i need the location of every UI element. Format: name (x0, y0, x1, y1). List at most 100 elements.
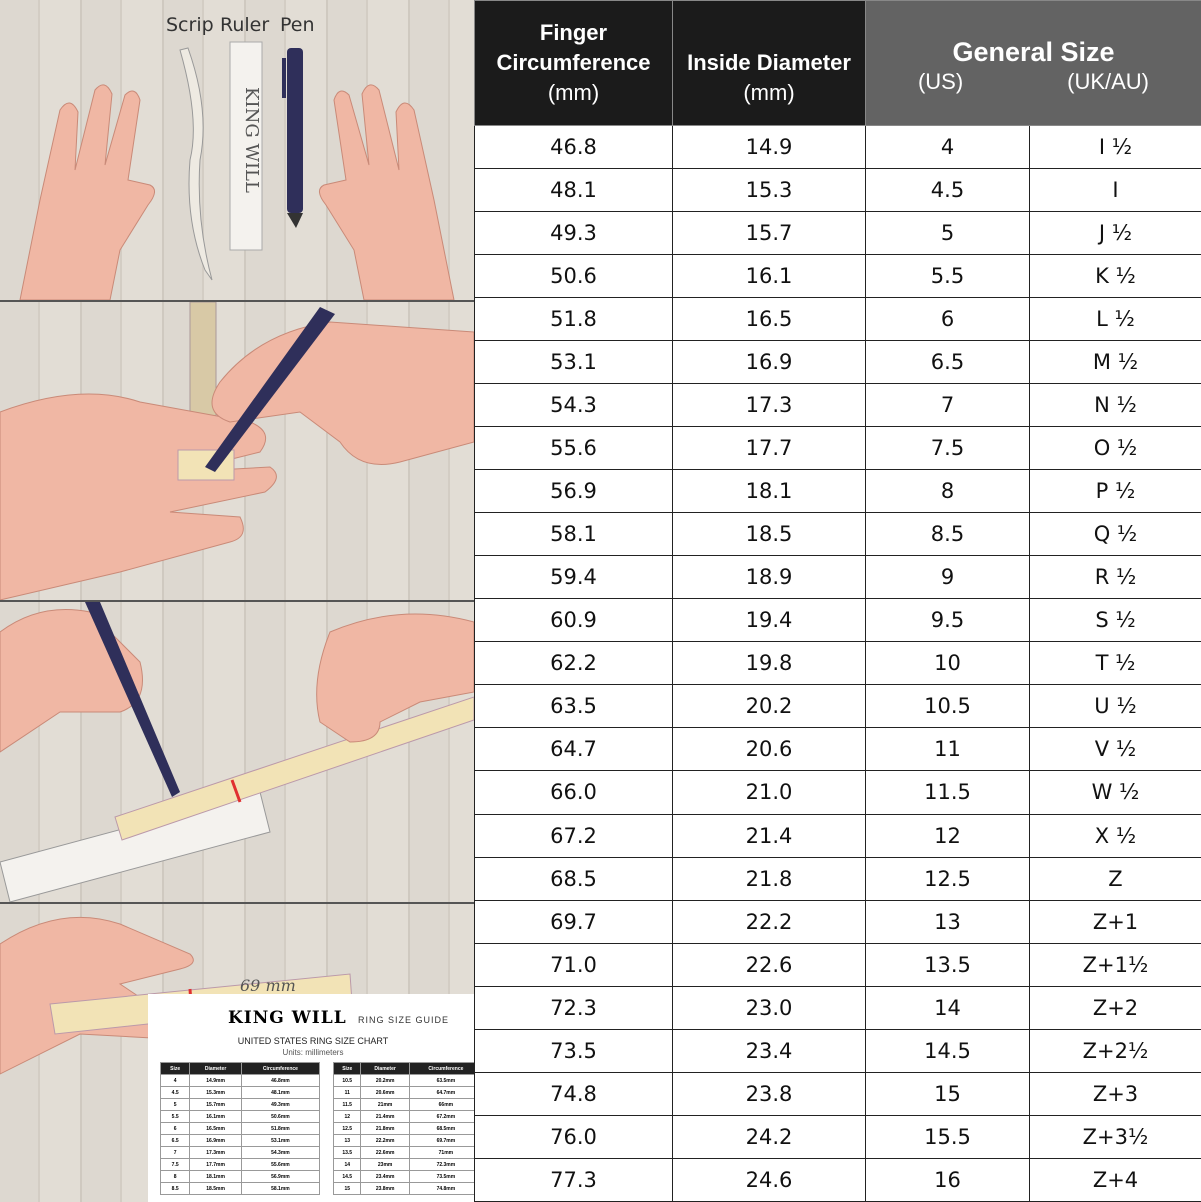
header-text: Inside Diameter (687, 50, 851, 75)
cell-diameter: 21.4 (672, 813, 866, 858)
guide-cell: 11.5 (332, 1098, 362, 1111)
cell-ukau-size: L ½ (1029, 297, 1201, 342)
table-row: 60.9 19.4 9.5 S ½ (474, 598, 1201, 643)
cell-diameter: 15.7 (672, 211, 866, 256)
guide-row: 4 14.9mm 46.8mm (159, 1074, 321, 1087)
guide-cell: 18.1mm (189, 1170, 242, 1183)
table-row: 62.2 19.8 10 T ½ (474, 641, 1201, 686)
cell-diameter: 19.4 (672, 598, 866, 643)
cell-ukau-size: W ½ (1029, 770, 1201, 815)
guide-row: 5.5 16.1mm 50.6mm (159, 1110, 321, 1123)
guide-cell: 5.5 (159, 1110, 191, 1123)
guide-cell: 74.8mm (408, 1182, 474, 1195)
guide-cell: 14 (332, 1158, 362, 1171)
table-row: 51.8 16.5 6 L ½ (474, 297, 1201, 342)
guide-cell: 5 (159, 1098, 191, 1111)
table-row: 49.3 15.7 5 J ½ (474, 211, 1201, 256)
guide-row: 13.5 22.6mm 71mm (332, 1146, 474, 1159)
cell-ukau-size: Z (1029, 856, 1201, 901)
cell-ukau-size: Z+3½ (1029, 1114, 1201, 1159)
cell-circumference: 74.8 (474, 1071, 673, 1116)
guide-header: Diameter (360, 1062, 410, 1075)
guide-cell: 12.5 (332, 1122, 362, 1135)
table-row: 66.0 21.0 11.5 W ½ (474, 770, 1201, 815)
cell-ukau-size: R ½ (1029, 555, 1201, 600)
cell-ukau-size: M ½ (1029, 340, 1201, 385)
cell-us-size: 14.5 (865, 1028, 1030, 1073)
table-row: 58.1 18.5 8.5 Q ½ (474, 512, 1201, 557)
guide-units: Units: millimeters (282, 1048, 344, 1057)
cell-circumference: 72.3 (474, 985, 673, 1030)
guide-cell: 22.2mm (360, 1134, 410, 1147)
guide-row: 11 20.6mm 64.7mm (332, 1086, 474, 1099)
table-row: 74.8 23.8 15 Z+3 (474, 1071, 1201, 1116)
table-row: 56.9 18.1 8 P ½ (474, 469, 1201, 514)
guide-cell: 10.5 (332, 1074, 362, 1087)
cell-ukau-size: I (1029, 168, 1201, 213)
guide-brand: KING WILL (228, 1008, 347, 1028)
table-row: 63.5 20.2 10.5 U ½ (474, 684, 1201, 729)
guide-row: 12.5 21.8mm 68.5mm (332, 1122, 474, 1135)
cell-diameter: 20.6 (672, 727, 866, 772)
guide-cell: 53.1mm (240, 1134, 321, 1147)
cell-circumference: 50.6 (474, 254, 673, 299)
guide-cell: 11 (332, 1086, 362, 1099)
guide-cell: 14.5 (332, 1170, 362, 1183)
guide-row: 14.5 23.4mm 73.5mm (332, 1170, 474, 1183)
guide-cell: 21.8mm (360, 1122, 410, 1135)
pen-label: Pen (280, 14, 315, 36)
guide-row: 14 23mm 72.3mm (332, 1158, 474, 1171)
guide-cell: 23.8mm (360, 1182, 410, 1195)
cell-us-size: 6 (865, 297, 1030, 342)
cell-diameter: 23.4 (672, 1028, 866, 1073)
cell-circumference: 53.1 (474, 340, 673, 385)
guide-table-right: Size Diameter Circumference 10.5 20.2mm 63.5m… (332, 1062, 474, 1195)
table-row: 76.0 24.2 15.5 Z+3½ (474, 1114, 1201, 1159)
guide-cell: 68.5mm (408, 1122, 474, 1135)
guide-title: UNITED STATES RING SIZE CHART (237, 1036, 389, 1046)
wrap-and-mark-illustration (0, 302, 474, 600)
guide-row: 7 17.3mm 54.3mm (159, 1146, 321, 1159)
table-row: 50.6 16.1 5.5 K ½ (474, 254, 1201, 299)
guide-cell: 18.5mm (189, 1182, 242, 1195)
cell-diameter: 19.8 (672, 641, 866, 686)
cell-us-size: 11 (865, 727, 1030, 772)
guide-cell: 6 (159, 1122, 191, 1135)
cell-circumference: 76.0 (474, 1114, 673, 1159)
cell-circumference: 69.7 (474, 899, 673, 944)
cell-diameter: 22.2 (672, 899, 866, 944)
guide-cell: 8.5 (159, 1182, 191, 1195)
cell-us-size: 12.5 (865, 856, 1030, 901)
guide-header: Circumference (408, 1062, 474, 1075)
ruler-label: Ruler (220, 14, 270, 36)
ruler-brand-text: KING WILL (241, 87, 262, 193)
cell-ukau-size: K ½ (1029, 254, 1201, 299)
cell-ukau-size: U ½ (1029, 684, 1201, 729)
cell-us-size: 12 (865, 813, 1030, 858)
guide-cell: 21mm (360, 1098, 410, 1111)
guide-cell: 12 (332, 1110, 362, 1123)
guide-cell: 23mm (360, 1158, 410, 1171)
cell-circumference: 49.3 (474, 211, 673, 256)
header-ukau: (UK/AU) (1067, 69, 1150, 94)
guide-cell: 56.9mm (240, 1170, 321, 1183)
guide-header: Size (332, 1062, 362, 1075)
cell-us-size: 10 (865, 641, 1030, 686)
guide-row: 13 22.2mm 69.7mm (332, 1134, 474, 1147)
guide-table-left: Size Diameter Circumference 4 14.9mm 46.8mm 4.… (159, 1062, 321, 1195)
guide-cell: 22.6mm (360, 1146, 410, 1159)
guide-row: 6.5 16.9mm 53.1mm (159, 1134, 321, 1147)
cell-us-size: 15 (865, 1071, 1030, 1116)
table-row: 77.3 24.6 16 Z+4 (474, 1157, 1201, 1202)
cell-diameter: 15.3 (672, 168, 866, 213)
cell-us-size: 14 (865, 985, 1030, 1030)
guide-cell: 7 (159, 1146, 191, 1159)
step-4-size-guide-panel: 69 mm KING WILL RING SIZE GUIDE UNITED S… (0, 904, 474, 1202)
cell-ukau-size: T ½ (1029, 641, 1201, 686)
table-row: 54.3 17.3 7 N ½ (474, 383, 1201, 428)
table-row: 46.8 14.9 4 I ½ (474, 124, 1201, 170)
guide-cell: 50.6mm (240, 1110, 321, 1123)
guide-row: 12 21.4mm 67.2mm (332, 1110, 474, 1123)
guide-row: 7.5 17.7mm 55.6mm (159, 1158, 321, 1171)
guide-cell: 21.4mm (360, 1110, 410, 1123)
